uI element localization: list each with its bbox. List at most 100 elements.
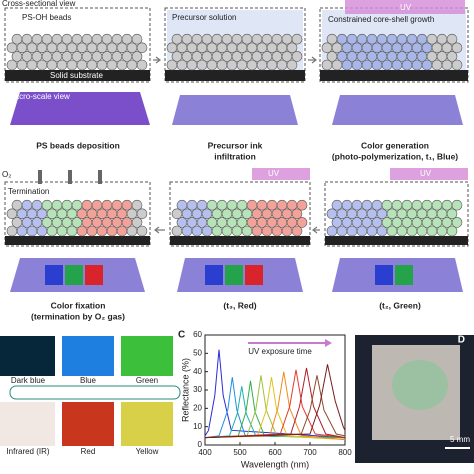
bead	[386, 51, 398, 62]
bead	[56, 225, 68, 237]
bead	[46, 59, 58, 71]
bead	[176, 59, 188, 71]
bead	[226, 42, 238, 54]
bead	[36, 59, 48, 71]
scale-label: 5 mm	[450, 435, 470, 444]
x-tick-label: 400	[198, 448, 212, 457]
bead	[326, 225, 338, 237]
caption: (t₂, Green)	[379, 300, 421, 310]
bead	[336, 51, 348, 62]
bead	[406, 51, 418, 62]
uv-bar	[390, 168, 468, 180]
bead	[26, 225, 38, 237]
bead	[401, 199, 413, 211]
bead	[251, 208, 263, 220]
y-axis-label: Reflectance (%)	[180, 358, 190, 422]
bead	[96, 225, 108, 237]
bead	[21, 33, 33, 45]
bead	[246, 217, 258, 228]
bead	[76, 208, 88, 220]
bead	[446, 51, 458, 62]
bead	[281, 208, 293, 220]
bead	[86, 225, 98, 237]
panel-label: D	[458, 335, 465, 346]
arrow	[312, 226, 320, 234]
bead	[136, 59, 148, 71]
bead	[266, 42, 278, 54]
bead	[191, 225, 203, 237]
bead	[36, 42, 48, 54]
bead	[296, 217, 308, 228]
substrate	[170, 236, 310, 245]
bead	[261, 33, 273, 45]
color-green	[225, 265, 243, 285]
bead	[31, 51, 43, 62]
bead	[66, 225, 78, 237]
bead	[356, 225, 368, 237]
bead	[376, 208, 388, 220]
caption: (t₃, Red)	[223, 300, 256, 310]
bead	[41, 199, 53, 211]
bead	[186, 59, 198, 71]
bead	[86, 59, 98, 71]
bead	[246, 59, 258, 71]
bead	[241, 33, 253, 45]
bead	[31, 217, 43, 228]
tile-label: Red	[81, 447, 96, 456]
bead	[41, 51, 53, 62]
tile-label: Green	[136, 376, 158, 385]
bead	[421, 199, 433, 211]
bead	[116, 42, 128, 54]
bead	[36, 225, 48, 237]
bead	[16, 42, 28, 54]
bead	[211, 33, 223, 45]
bead	[46, 225, 58, 237]
bead	[231, 208, 243, 220]
bead	[31, 199, 43, 211]
bead	[441, 199, 453, 211]
tile-label: Dark blue	[11, 376, 46, 385]
bead	[106, 42, 118, 54]
o2-arrows	[38, 170, 102, 184]
bead	[91, 33, 103, 45]
bead	[201, 225, 213, 237]
bead	[91, 51, 103, 62]
bead	[46, 208, 58, 220]
arrow-box	[9, 385, 181, 400]
bead	[391, 59, 403, 71]
bead	[121, 217, 133, 228]
color-blue	[205, 265, 223, 285]
bead	[331, 59, 343, 71]
bead	[71, 199, 83, 211]
bead	[431, 42, 443, 54]
bead	[256, 59, 268, 71]
bead	[176, 42, 188, 54]
bead	[61, 199, 73, 211]
bead	[106, 225, 118, 237]
bead	[221, 51, 233, 62]
bead	[396, 225, 408, 237]
bead	[196, 59, 208, 71]
bead	[361, 199, 373, 211]
bead	[401, 59, 413, 71]
bead	[6, 225, 18, 237]
bead	[416, 51, 428, 62]
bead	[131, 51, 143, 62]
bead	[21, 199, 33, 211]
bead	[271, 51, 283, 62]
annotation-arrowhead	[325, 339, 332, 347]
bead	[201, 208, 213, 220]
y-tick-label: 0	[198, 440, 203, 449]
bead	[411, 199, 423, 211]
bead	[211, 225, 223, 237]
bead	[366, 208, 378, 220]
bead	[166, 59, 178, 71]
bead	[171, 225, 183, 237]
bead	[216, 59, 228, 71]
bead	[36, 208, 48, 220]
bead	[71, 33, 83, 45]
bead	[41, 217, 53, 228]
bead	[351, 217, 363, 228]
bead	[336, 33, 348, 45]
bead	[101, 217, 113, 228]
